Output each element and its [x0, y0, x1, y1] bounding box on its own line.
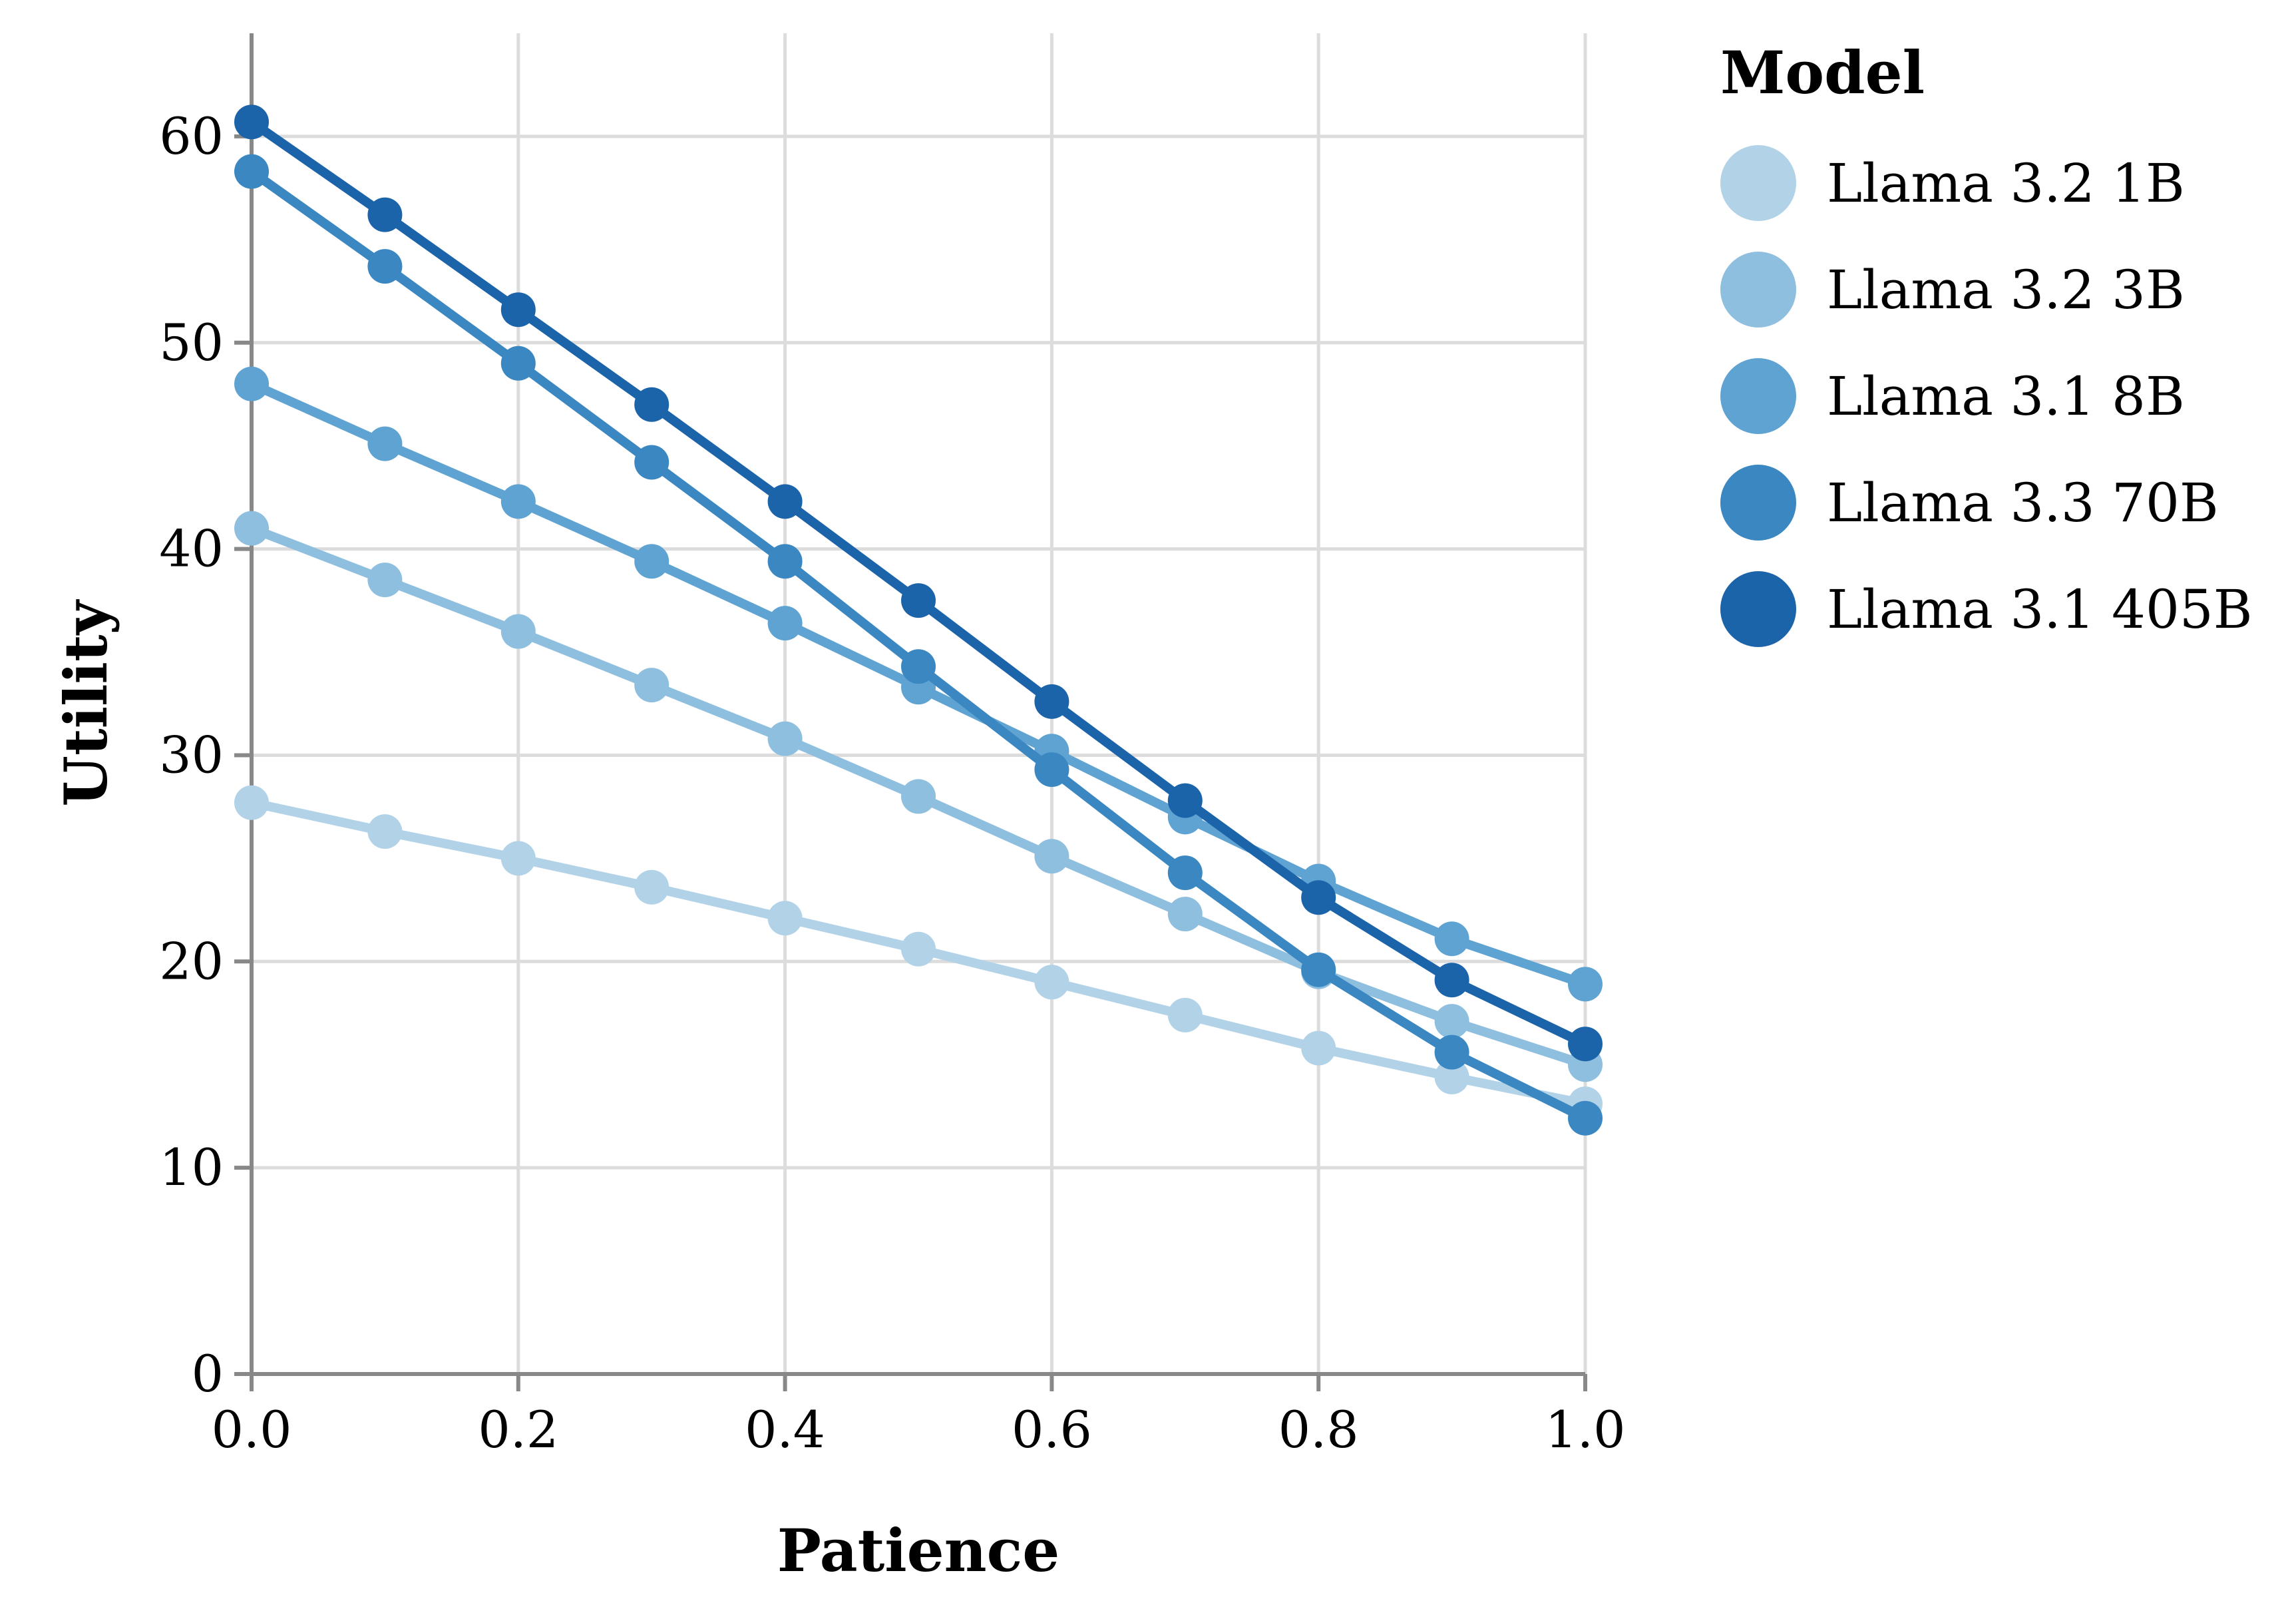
point-4-8	[1301, 880, 1336, 915]
y-tick-label-6: 60	[159, 107, 224, 166]
legend: Model Llama 3.2 1B Llama 3.2 3B Llama 3.1 8…	[1720, 38, 2253, 647]
point-0-3	[634, 869, 670, 905]
series-2	[234, 366, 1603, 1002]
point-1-1	[367, 563, 403, 598]
point-0-7	[1167, 997, 1203, 1033]
y-tick-label-0: 0	[192, 1344, 224, 1403]
point-1-5	[901, 779, 936, 814]
point-0-5	[901, 931, 936, 967]
legend-swatch-3	[1720, 465, 1796, 541]
point-3-3	[634, 445, 670, 480]
point-4-9	[1434, 963, 1469, 998]
legend-label-4: Llama 3.1 405B	[1827, 578, 2253, 640]
y-tick-label-1: 10	[159, 1138, 224, 1197]
point-0-6	[1034, 965, 1069, 1000]
y-tick-label-4: 40	[159, 519, 224, 578]
point-3-9	[1434, 1035, 1469, 1070]
point-3-2	[500, 345, 536, 381]
point-1-9	[1434, 1004, 1469, 1039]
legend-swatch-2	[1720, 358, 1796, 434]
legend-label-1: Llama 3.2 3B	[1827, 259, 2185, 321]
point-1-0	[234, 511, 269, 546]
point-4-1	[367, 197, 403, 232]
legend-title: Model	[1720, 38, 1925, 107]
point-4-0	[234, 105, 269, 140]
x-tick-label-4: 0.8	[1278, 1400, 1359, 1459]
point-4-6	[1034, 684, 1069, 719]
point-2-2	[500, 484, 536, 519]
point-2-10	[1568, 967, 1603, 1002]
point-3-1	[367, 249, 403, 284]
legend-item-4: Llama 3.1 405B	[1720, 571, 2253, 647]
legend-item-3: Llama 3.3 70B	[1720, 465, 2219, 541]
point-4-4	[767, 484, 803, 519]
point-1-4	[767, 721, 803, 756]
point-4-2	[500, 292, 536, 328]
y-tick-label-5: 50	[159, 313, 224, 372]
x-tick-label-2: 0.4	[745, 1400, 825, 1459]
x-tick-label-5: 1.0	[1545, 1400, 1626, 1459]
point-2-3	[634, 544, 670, 579]
series-4	[234, 105, 1603, 1062]
y-tick-label-3: 30	[159, 725, 224, 784]
series-line-3	[247, 166, 1590, 1123]
x-tick-label-3: 0.6	[1012, 1400, 1092, 1459]
point-3-10	[1568, 1100, 1603, 1136]
legend-label-0: Llama 3.2 1B	[1827, 152, 2185, 214]
point-0-4	[767, 901, 803, 936]
point-2-1	[367, 426, 403, 461]
series-lines	[234, 105, 1603, 1136]
series-3	[234, 154, 1603, 1136]
x-tick-label-1: 0.2	[478, 1400, 558, 1459]
point-1-2	[500, 614, 536, 649]
point-3-5	[901, 649, 936, 684]
legend-swatch-4	[1720, 571, 1796, 647]
legend-swatch-0	[1720, 145, 1796, 221]
point-0-2	[500, 841, 536, 876]
point-2-4	[767, 606, 803, 641]
point-0-1	[367, 814, 403, 849]
point-0-9	[1434, 1059, 1469, 1094]
point-1-7	[1167, 897, 1203, 932]
x-tick-label-0: 0.0	[212, 1400, 292, 1459]
legend-label-2: Llama 3.1 8B	[1827, 365, 2185, 427]
point-1-6	[1034, 839, 1069, 874]
series-0	[234, 785, 1603, 1122]
point-2-9	[1434, 921, 1469, 957]
axes: 0.0 0.2 0.4 0.6 0.8 1.0 0 10 20 30 40 50 60 Patience U…	[51, 33, 1625, 1585]
point-4-7	[1167, 783, 1203, 818]
point-0-8	[1301, 1031, 1336, 1066]
point-4-3	[634, 387, 670, 422]
point-4-5	[901, 583, 936, 618]
point-3-7	[1167, 855, 1203, 891]
legend-swatch-1	[1720, 252, 1796, 328]
point-3-4	[767, 544, 803, 579]
point-3-8	[1301, 952, 1336, 987]
point-3-6	[1034, 752, 1069, 788]
point-4-10	[1568, 1027, 1603, 1062]
y-axis-title: Utility	[51, 598, 120, 806]
point-2-0	[234, 366, 269, 401]
x-axis-title: Patience	[777, 1516, 1059, 1585]
point-1-3	[634, 668, 670, 703]
legend-item-2: Llama 3.1 8B	[1720, 358, 2185, 434]
legend-item-0: Llama 3.2 1B	[1720, 145, 2185, 221]
legend-label-3: Llama 3.3 70B	[1827, 472, 2219, 534]
grid	[250, 33, 1587, 1376]
legend-item-1: Llama 3.2 3B	[1720, 252, 2185, 328]
point-0-0	[234, 785, 269, 820]
y-tick-label-2: 20	[159, 931, 224, 991]
point-3-0	[234, 154, 269, 189]
